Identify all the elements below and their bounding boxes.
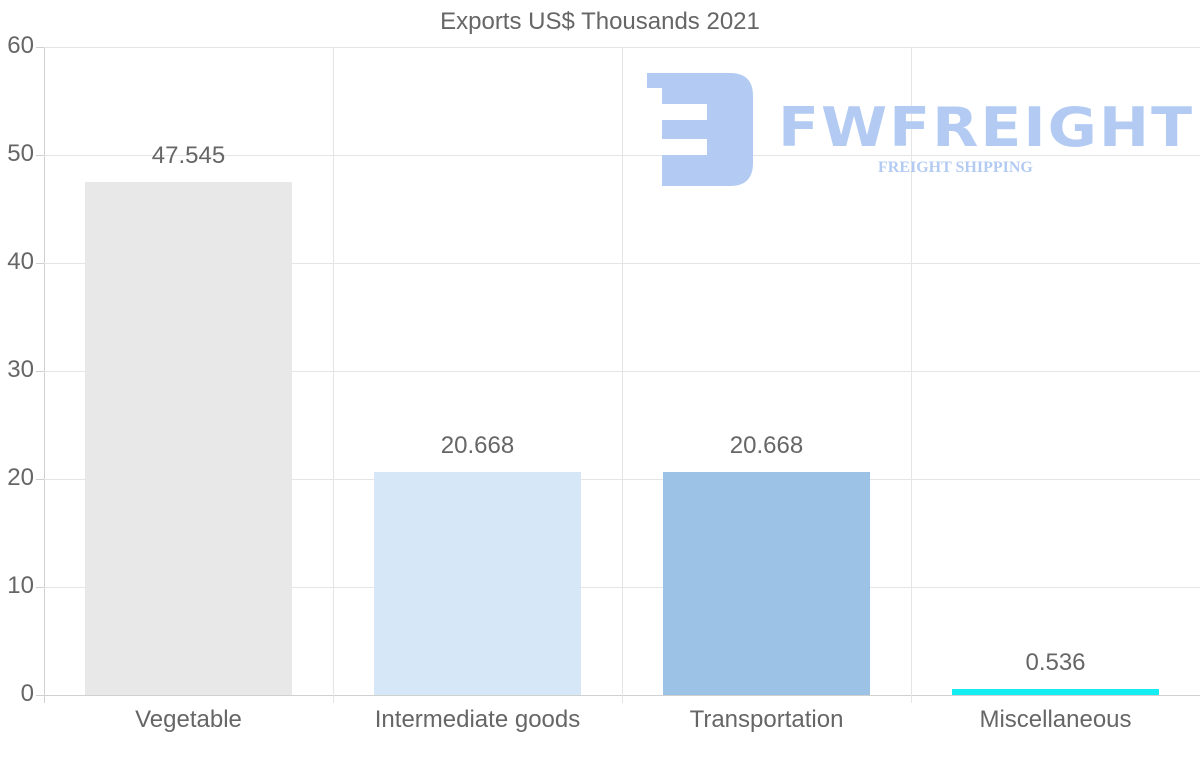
watermark-brand: FWFREIGHT bbox=[778, 96, 1195, 160]
x-tick-label: Transportation bbox=[689, 706, 844, 733]
y-tick-mark bbox=[36, 371, 44, 372]
y-tick-mark bbox=[36, 695, 44, 696]
v-gridline bbox=[622, 47, 623, 703]
y-tick-mark bbox=[36, 47, 44, 48]
v-gridline bbox=[333, 47, 334, 703]
bar-value-label: 0.536 bbox=[1025, 649, 1086, 677]
y-axis-line bbox=[44, 47, 45, 703]
bar-vegetable[interactable] bbox=[85, 181, 292, 695]
v-gridline bbox=[911, 47, 912, 703]
bar-value-label: 47.545 bbox=[151, 141, 226, 169]
y-tick-label: 60 bbox=[7, 32, 34, 59]
x-tick-label: Miscellaneous bbox=[979, 706, 1132, 733]
x-tick-label: Intermediate goods bbox=[374, 706, 581, 733]
bar-intermediate-goods[interactable] bbox=[374, 471, 581, 695]
fwfreight-logo-icon bbox=[647, 73, 753, 186]
y-tick-mark bbox=[36, 155, 44, 156]
y-tick-mark bbox=[36, 263, 44, 264]
x-tick-label: Vegetable bbox=[135, 706, 242, 733]
plot-area: 47.545 20.668 20.668 0.536 bbox=[44, 47, 1200, 703]
bar-transportation[interactable] bbox=[663, 471, 870, 695]
y-tick-label: 50 bbox=[7, 140, 34, 167]
bar-value-label: 20.668 bbox=[440, 431, 515, 459]
bar-miscellaneous[interactable] bbox=[952, 689, 1159, 695]
y-tick-label: 10 bbox=[7, 572, 34, 599]
chart-title: Exports US$ Thousands 2021 bbox=[440, 8, 760, 35]
y-tick-label: 40 bbox=[7, 248, 34, 275]
y-tick-label: 20 bbox=[7, 464, 34, 491]
y-tick-label: 30 bbox=[7, 356, 34, 383]
y-tick-mark bbox=[36, 479, 44, 480]
y-tick-label: 0 bbox=[20, 680, 34, 707]
bar-value-label: 20.668 bbox=[729, 431, 804, 459]
watermark-tagline: FREIGHT SHIPPING bbox=[878, 159, 1033, 176]
watermark-logo: FWFREIGHT FREIGHT SHIPPING bbox=[645, 73, 1192, 188]
y-tick-mark bbox=[36, 587, 44, 588]
